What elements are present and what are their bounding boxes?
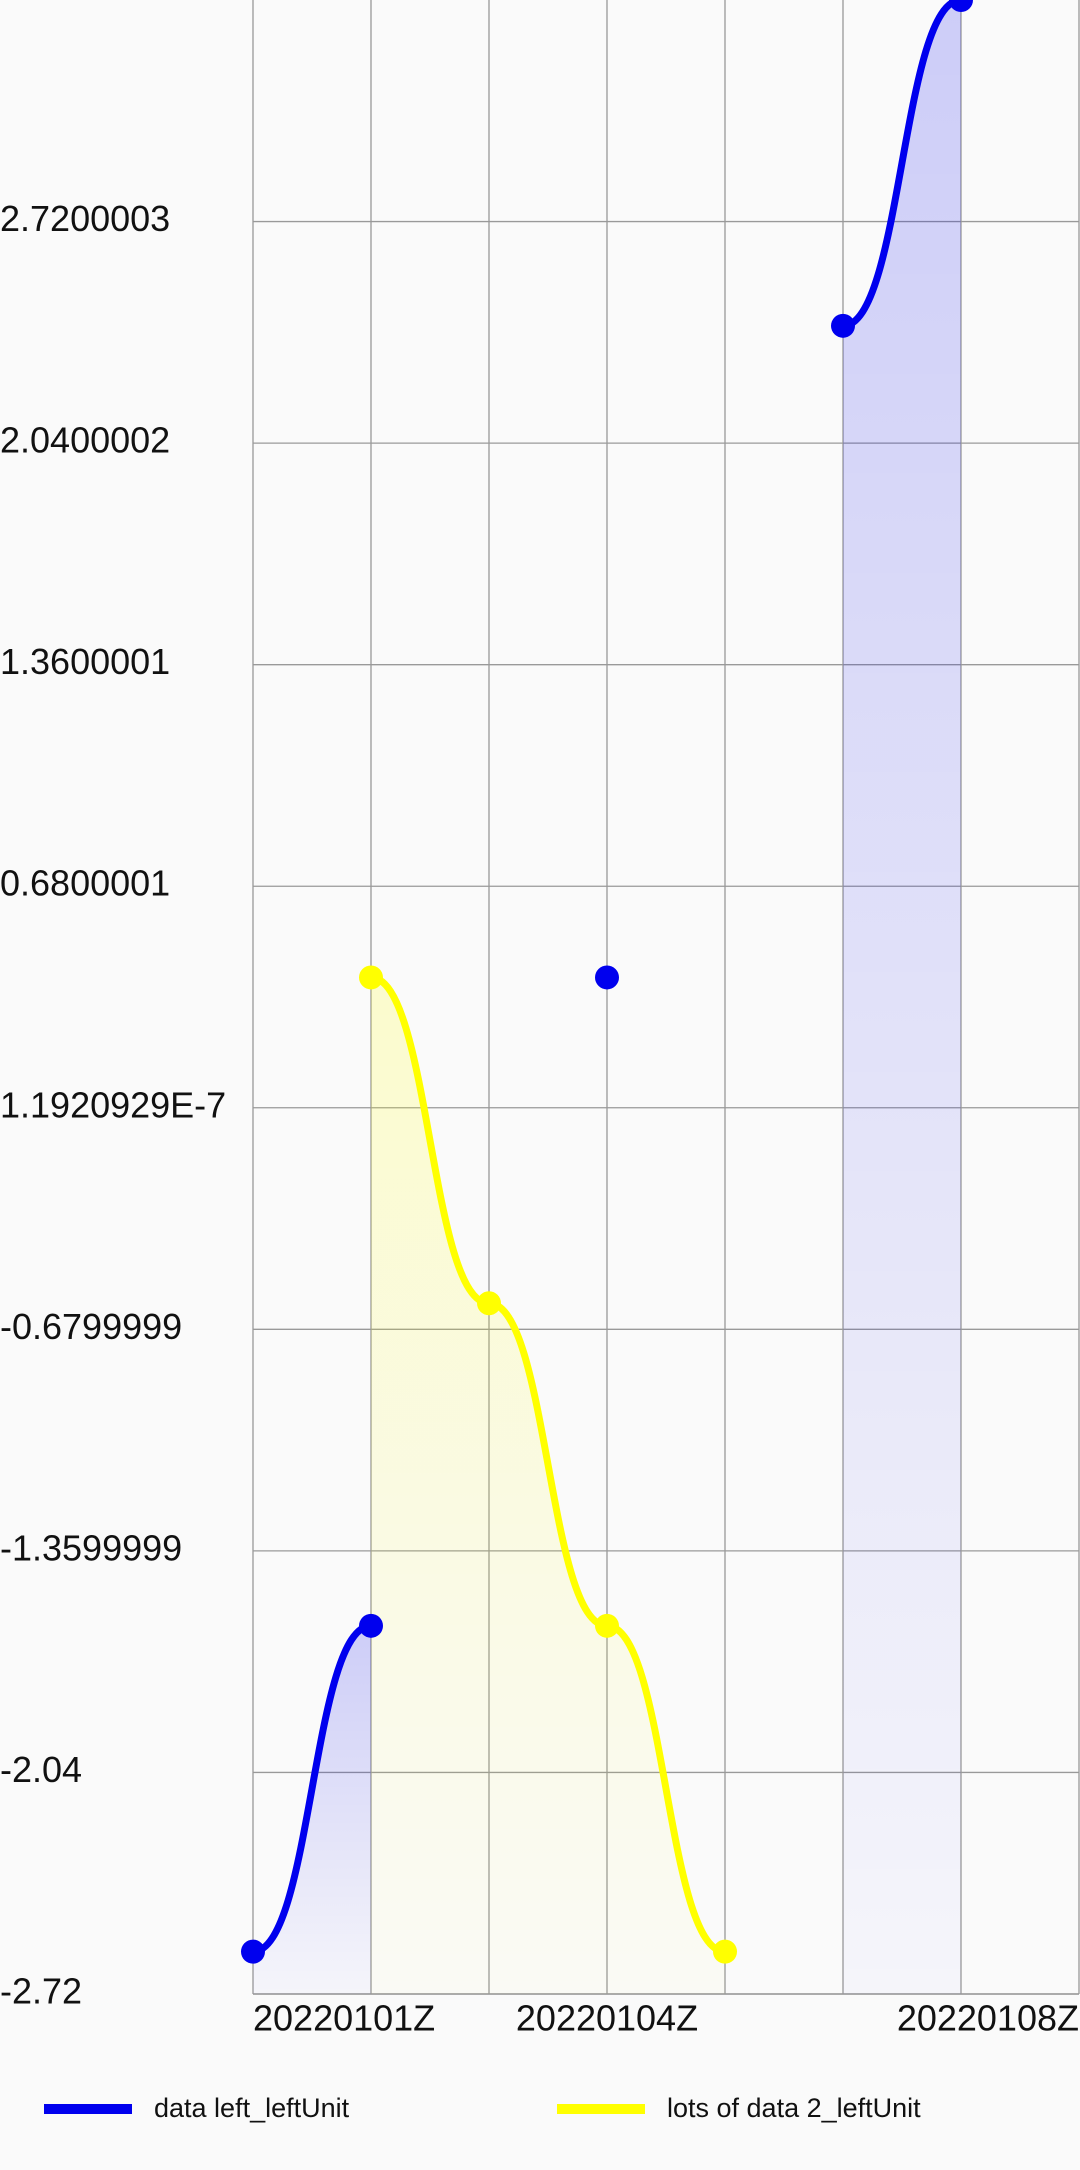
legend-label: data left_leftUnit [154, 2093, 350, 2123]
y-tick-label: 1.3600001 [0, 641, 170, 682]
point [949, 0, 973, 12]
x-tick-label: 20220108Z [897, 1998, 1079, 2039]
line [370, 973, 726, 1956]
point [359, 1613, 383, 1638]
x-tick-label: 20220104Z [516, 1998, 698, 2039]
y-tick-label: -2.72 [0, 1971, 82, 2012]
point [241, 1939, 265, 1964]
point [595, 1613, 619, 1638]
y-tick-label: 2.0400002 [0, 420, 170, 461]
legend-label: lots of data 2_leftUnit [667, 2093, 921, 2123]
y-tick-label: -2.04 [0, 1749, 82, 1790]
y-tick-label: 1.1920929E-7 [0, 1084, 226, 1125]
area-fill [371, 977, 725, 1994]
y-tick-label: 0.6800001 [0, 863, 170, 904]
point [831, 313, 855, 338]
area-fill [843, 0, 961, 1994]
x-tick-label: 20220101Z [253, 1998, 435, 2039]
area-fill [253, 1625, 371, 1994]
line [252, 0, 962, 1956]
y-tick-label: -0.6799999 [0, 1306, 182, 1347]
y-tick-label: -1.3599999 [0, 1527, 182, 1568]
point [359, 965, 383, 990]
point [477, 1291, 501, 1316]
point [595, 965, 619, 990]
y-tick-label: 2.7200003 [0, 198, 170, 239]
point [713, 1939, 737, 1964]
